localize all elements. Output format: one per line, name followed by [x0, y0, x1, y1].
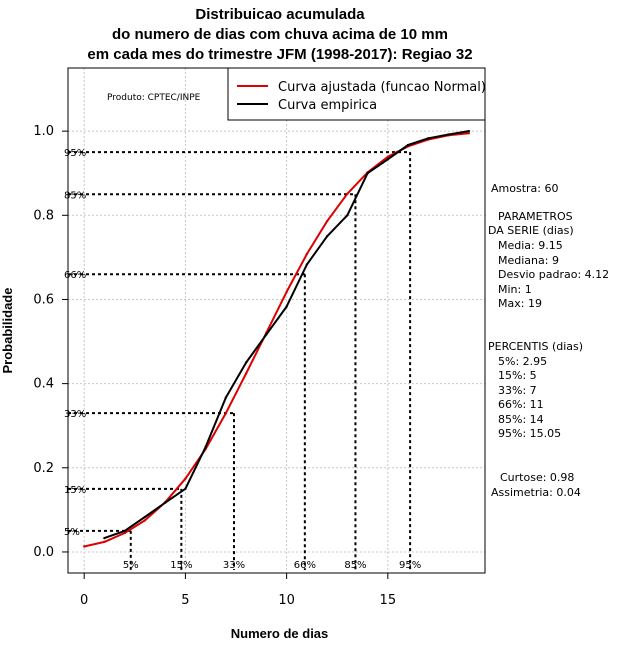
- series-1-point-18: [467, 129, 471, 133]
- percentile-x-label-3: 66%: [294, 560, 316, 571]
- series-0-point-19: [467, 132, 471, 135]
- produto-label: Produto: CPTEC/INPE: [107, 93, 201, 103]
- stat-p15: 15%: 5: [498, 369, 537, 382]
- series-1-point-0: [103, 536, 106, 540]
- series-1-point-6: [224, 396, 228, 399]
- series-0-point-2: [123, 531, 126, 535]
- percentile-x-label-1: 15%: [170, 560, 192, 571]
- stat-assimetria: Assimetria: 0.04: [491, 486, 581, 499]
- series-0-point-7: [224, 411, 228, 415]
- y-tick-label-4: 0.8: [33, 208, 54, 223]
- percentile-prob-label-1: 15%: [64, 485, 86, 496]
- stat-percentis-title: PERCENTIS (dias): [488, 340, 584, 353]
- x-axis-label: Numero de dias: [231, 626, 329, 641]
- series-0-point-0: [82, 545, 86, 548]
- series-1-point-7: [244, 361, 248, 364]
- series-1-point-13: [366, 172, 369, 175]
- stat-min: Min: 1: [498, 283, 532, 296]
- stat-p85: 85%: 14: [498, 413, 544, 426]
- x-tick-label-3: 15: [380, 593, 397, 608]
- y-tick-label-3: 0.6: [33, 292, 54, 307]
- series-1-point-2: [143, 515, 147, 519]
- series-1-point-15: [406, 143, 410, 147]
- chart-title-line-1: Distribuicao acumulada: [195, 6, 365, 23]
- series-1-point-17: [447, 133, 450, 136]
- y-tick-label-1: 0.2: [33, 461, 54, 476]
- percentile-prob-label-5: 95%: [64, 148, 86, 159]
- series-1-point-11: [325, 235, 329, 238]
- series-1-point-4: [184, 487, 187, 491]
- series-1-point-8: [265, 333, 268, 336]
- stat-mediana: Mediana: 9: [498, 254, 559, 267]
- series-0-point-11: [305, 252, 309, 256]
- series-1-point-1: [123, 529, 126, 533]
- stat-curtose: Curtose: 0.98: [500, 471, 575, 484]
- series-0-point-10: [285, 290, 288, 294]
- percentile-prob-label-0: 5%: [64, 527, 80, 538]
- series-1-point-12: [346, 214, 349, 217]
- x-tick-label-0: 0: [80, 593, 88, 608]
- series-0-point-12: [325, 219, 329, 223]
- percentile-prob-label-2: 33%: [64, 409, 86, 420]
- percentile-x-label-5: 95%: [399, 560, 421, 571]
- stat-p95: 95%: 15.05: [498, 427, 562, 440]
- series-0-point-3: [143, 519, 147, 522]
- series-1-point-16: [427, 137, 430, 140]
- y-tick-label-2: 0.4: [33, 377, 54, 392]
- percentile-x-label-0: 5%: [123, 560, 139, 571]
- percentile-prob-label-4: 85%: [64, 190, 86, 201]
- series-1-point-10: [305, 263, 309, 266]
- series-0-point-15: [386, 155, 390, 158]
- y-tick-label-0: 0.0: [33, 545, 54, 560]
- legend-entry-1: Curva empirica: [278, 98, 377, 113]
- series-0-point-8: [244, 372, 248, 375]
- series-1-point-9: [285, 305, 288, 308]
- series-1-point-5: [204, 445, 207, 448]
- percentile-x-label-4: 85%: [344, 560, 366, 571]
- legend-entry-0: Curva ajustada (funcao Normal): [278, 80, 486, 95]
- x-tick-label-1: 5: [181, 593, 189, 608]
- stat-p5: 5%: 2.95: [498, 355, 548, 368]
- stat-desvio: Desvio padrao: 4.12: [498, 268, 610, 281]
- series-0-point-1: [103, 540, 106, 544]
- y-tick-label-5: 1.0: [33, 124, 54, 139]
- stat-amostra: Amostra: 60: [491, 182, 559, 195]
- x-tick-label-2: 10: [278, 593, 295, 608]
- legend: Curva ajustada (funcao Normal) Curva empi…: [227, 67, 486, 121]
- legend-box: [227, 67, 486, 121]
- chart-title-line-2: do numero de dias com chuva acima de 10 …: [112, 26, 448, 43]
- stat-media: Media: 9.15: [498, 239, 563, 252]
- stat-p66: 66%: 11: [498, 398, 544, 411]
- series-0-point-5: [184, 477, 187, 480]
- stat-p33: 33%: 7: [498, 384, 537, 397]
- series-1-point-3: [163, 501, 167, 504]
- percentile-prob-label-3: 66%: [64, 270, 86, 281]
- percentile-x-label-2: 33%: [223, 560, 245, 571]
- y-axis-label: Probabilidade: [0, 288, 15, 374]
- stat-parametros-title-2: DA SERIE (dias): [488, 224, 574, 237]
- series-0-point-13: [346, 192, 349, 196]
- series-1-point-14: [386, 158, 390, 161]
- chart-title-line-3: em cada mes do trimestre JFM (1998-2017)…: [87, 46, 473, 63]
- stat-parametros-title-1: PARAMETROS: [498, 210, 573, 223]
- stat-max: Max: 19: [498, 297, 542, 310]
